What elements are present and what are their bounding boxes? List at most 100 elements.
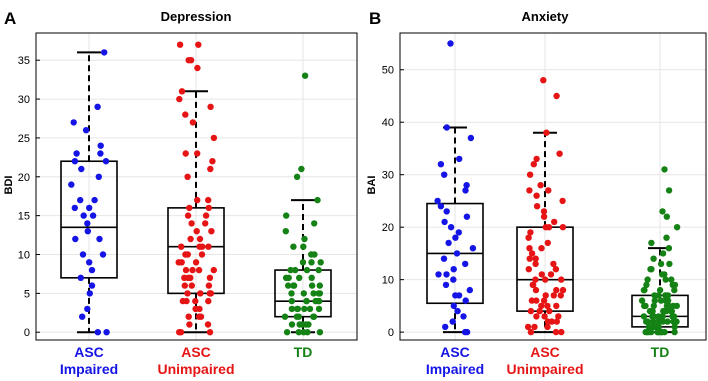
depression-td-point: [316, 290, 324, 297]
anxiety-y-tick-label: 30: [382, 170, 394, 182]
anxiety-td-point: [663, 234, 670, 241]
depression-td-point: [296, 321, 303, 328]
depression-td-point: [308, 282, 316, 289]
anxiety-asc-unimpaired-point: [551, 218, 558, 226]
anxiety-td-point: [640, 313, 648, 320]
depression-td-point: [305, 321, 312, 328]
anxiety-asc-unimpaired-point: [547, 271, 555, 278]
anxiety-td-point: [671, 286, 678, 294]
anxiety-td-point: [648, 239, 655, 247]
depression-asc-unimpaired-point: [176, 329, 183, 336]
anxiety-td-point: [655, 323, 662, 331]
depression-asc-unimpaired-point: [186, 204, 193, 212]
depression-asc-impaired-point: [86, 204, 93, 212]
depression-asc-impaired-point: [77, 196, 84, 204]
anxiety-asc-unimpaired-point: [550, 260, 557, 268]
anxiety-asc-impaired-point: [437, 203, 445, 210]
depression-td-point: [288, 321, 296, 328]
depression-asc-unimpaired-point: [194, 150, 201, 157]
anxiety-asc-unimpaired-point: [542, 292, 549, 299]
depression-asc-unimpaired-point: [204, 321, 212, 328]
anxiety-td-point: [661, 271, 668, 278]
depression-asc-unimpaired-point: [197, 313, 205, 320]
depression-td-point: [287, 266, 294, 274]
anxiety-asc-impaired-point: [455, 229, 462, 236]
anxiety-asc-unimpaired-point: [546, 307, 553, 315]
depression-asc-unimpaired-point: [195, 41, 202, 48]
anxiety-asc-unimpaired-point: [527, 307, 535, 315]
depression-asc-unimpaired-point: [205, 196, 212, 204]
depression-asc-unimpaired-boxplot: [167, 90, 225, 334]
depression-td-point: [301, 235, 308, 243]
depression-asc-impaired-point: [80, 212, 87, 219]
anxiety-asc-impaired-point: [447, 224, 455, 231]
anxiety-td-point: [662, 276, 669, 283]
anxiety-chart-title: Anxiety: [522, 9, 570, 24]
depression-td-point: [300, 243, 307, 250]
depression-y-tick-label: 15: [18, 211, 30, 223]
anxiety-asc-unimpaired-point: [544, 302, 551, 310]
depression-td-point: [304, 329, 311, 336]
anxiety-asc-impaired-point: [452, 234, 459, 241]
depression-asc-unimpaired-point: [184, 251, 191, 258]
anxiety-td-point: [659, 250, 667, 257]
anxiety-points: [434, 40, 681, 336]
anxiety-y-tick-label: 0: [388, 327, 394, 339]
depression-asc-impaired-point: [88, 282, 96, 289]
anxiety-asc-unimpaired-point: [545, 224, 553, 231]
depression-td-point: [303, 297, 310, 305]
anxiety-asc-unimpaired-point: [540, 297, 548, 304]
depression-asc-impaired-point: [86, 259, 93, 266]
depression-td-point: [295, 329, 302, 336]
anxiety-asc-unimpaired-point: [538, 271, 545, 278]
iqr-box: [167, 207, 225, 295]
depression-asc-impaired-point: [96, 235, 103, 243]
depression-td-point: [311, 220, 318, 227]
depression-y-tick-label: 30: [18, 94, 30, 106]
depression-asc-impaired-point: [70, 119, 77, 126]
anxiety-td-point: [661, 166, 668, 173]
anxiety-asc-unimpaired-point: [533, 192, 540, 199]
depression-asc-unimpaired-point: [199, 243, 206, 250]
depression-plot-frame: [35, 32, 358, 341]
depression-asc-unimpaired-point: [194, 196, 201, 204]
anxiety-asc-unimpaired-point: [528, 250, 536, 257]
anxiety-asc-impaired-point: [462, 297, 469, 304]
depression-td-point: [315, 305, 323, 313]
anxiety-asc-impaired-point: [441, 171, 448, 178]
depression-td-point: [314, 196, 321, 204]
depression-y-tick-label: 20: [18, 172, 30, 184]
anxiety-asc-impaired-point: [469, 245, 477, 252]
depression-td-point: [308, 251, 315, 258]
anxiety-asc-impaired-point: [456, 155, 463, 163]
anxiety-asc-unimpaired-point: [525, 266, 532, 273]
anxiety-category-sublabel: Unimpaired: [506, 361, 583, 377]
depression-asc-unimpaired-point: [197, 290, 204, 297]
anxiety-asc-unimpaired-point: [553, 92, 560, 100]
depression-asc-impaired-point: [68, 181, 75, 188]
anxiety-asc-unimpaired-point: [533, 313, 540, 320]
depression-asc-unimpaired-point: [188, 220, 195, 227]
depression-td-point: [310, 290, 317, 297]
depression-asc-impaired-point: [77, 274, 85, 281]
depression-asc-unimpaired-point: [188, 282, 195, 289]
anxiety-asc-unimpaired-point: [532, 286, 540, 294]
depression-asc-unimpaired-point: [182, 111, 189, 118]
anxiety-asc-unimpaired-point: [559, 197, 566, 205]
anxiety-asc-impaired-point: [460, 313, 467, 320]
depression-category-label: ASC: [74, 344, 104, 360]
anxiety-asc-impaired-point: [467, 134, 475, 142]
anxiety-asc-unimpaired-point: [557, 292, 564, 299]
depression-asc-unimpaired-point: [196, 235, 204, 243]
anxiety-asc-impaired-point: [445, 239, 452, 247]
depression-asc-unimpaired-point: [187, 235, 194, 243]
depression-asc-unimpaired-point: [192, 305, 199, 313]
depression-y-tick-label: 0: [24, 327, 30, 339]
anxiety-td-point: [641, 286, 648, 294]
anxiety-td-point: [643, 281, 650, 289]
anxiety-asc-unimpaired-point: [530, 161, 537, 168]
depression-asc-unimpaired-point: [178, 243, 185, 250]
